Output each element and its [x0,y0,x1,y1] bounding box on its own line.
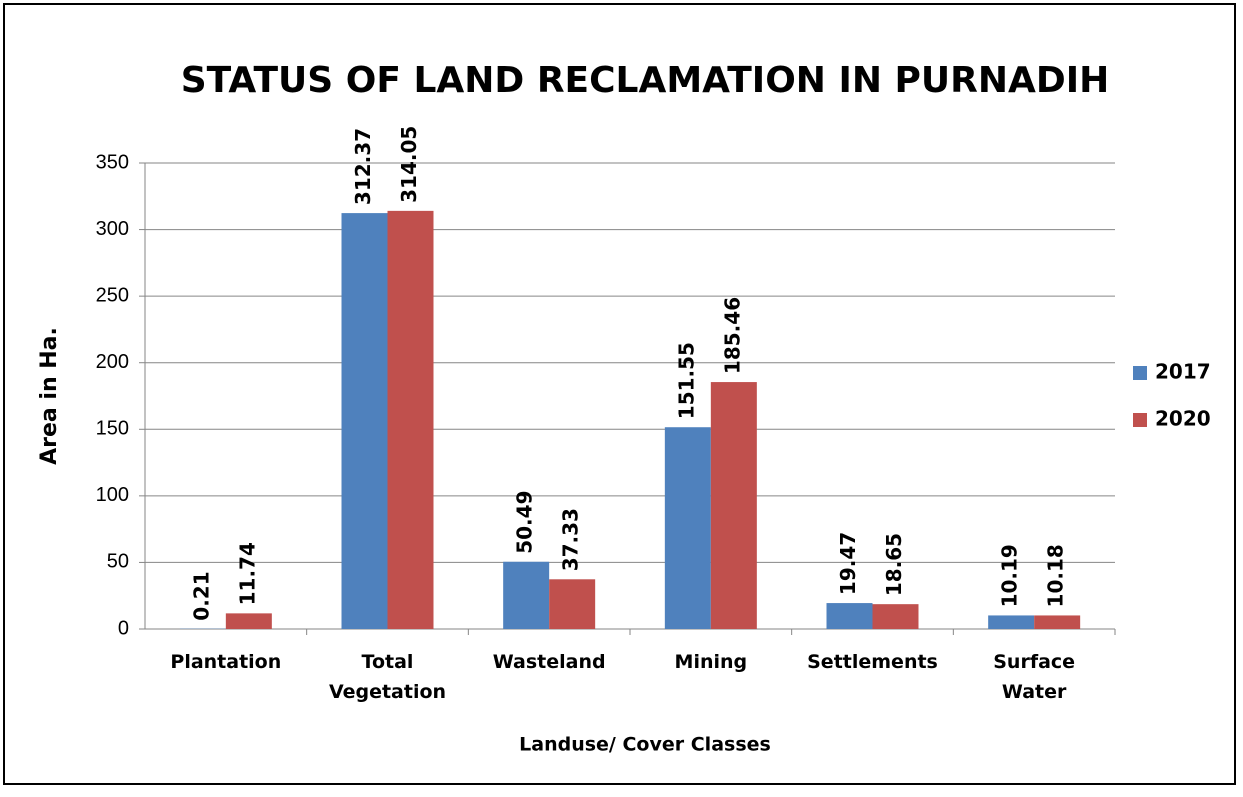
legend-label: 2017 [1155,360,1211,384]
bar [549,579,595,629]
bar [988,615,1034,629]
bar [226,613,272,629]
data-label: 37.33 [559,508,583,571]
y-tick-label: 100 [96,484,129,506]
data-label: 18.65 [882,533,906,596]
data-label: 50.49 [513,491,537,554]
x-tick-label: Mining [636,647,786,677]
bar [665,427,711,629]
bar [1034,615,1080,629]
x-tick-label: Wasteland [474,647,624,677]
bar [503,562,549,629]
x-tick-label: Total Vegetation [313,647,463,707]
legend-label: 2020 [1155,407,1211,431]
y-tick-label: 150 [96,418,129,440]
bar [711,382,757,629]
x-tick-label-box: Surface Water [959,647,1109,717]
x-tick-label-box: Plantation [151,647,301,717]
data-label: 10.19 [998,544,1022,607]
y-tick-label: 300 [96,218,129,240]
x-tick-label: Settlements [798,647,948,677]
y-axis-title: Area in Ha. [37,327,62,465]
y-tick-label: 250 [96,284,129,306]
y-tick-label: 0 [118,617,129,639]
data-label: 19.47 [836,532,860,595]
data-label: 11.74 [235,542,259,605]
x-tick-label-box: Wasteland [474,647,624,717]
data-label: 0.21 [189,571,213,620]
data-label: 10.18 [1044,544,1068,607]
x-tick-label-box: Total Vegetation [313,647,463,717]
legend-swatch [1133,413,1147,427]
data-label: 312.37 [351,128,375,205]
bar [873,604,919,629]
x-tick-label: Plantation [151,647,301,677]
y-tick-label: 350 [96,151,129,173]
bar [827,603,873,629]
y-tick-label: 200 [96,351,129,373]
legend-swatch [1133,366,1147,380]
x-tick-label-box: Settlements [798,647,948,717]
bar [342,213,388,629]
data-label: 185.46 [720,297,744,374]
x-axis-title: Landuse/ Cover Classes [519,734,771,756]
y-tick-label: 50 [107,551,129,573]
chart-title: STATUS OF LAND RECLAMATION IN PURNADIH [181,60,1110,101]
data-label: 151.55 [674,342,698,419]
x-tick-label-box: Mining [636,647,786,717]
data-label: 314.05 [397,126,421,203]
x-tick-label: Surface Water [959,647,1109,707]
bar [388,211,434,629]
